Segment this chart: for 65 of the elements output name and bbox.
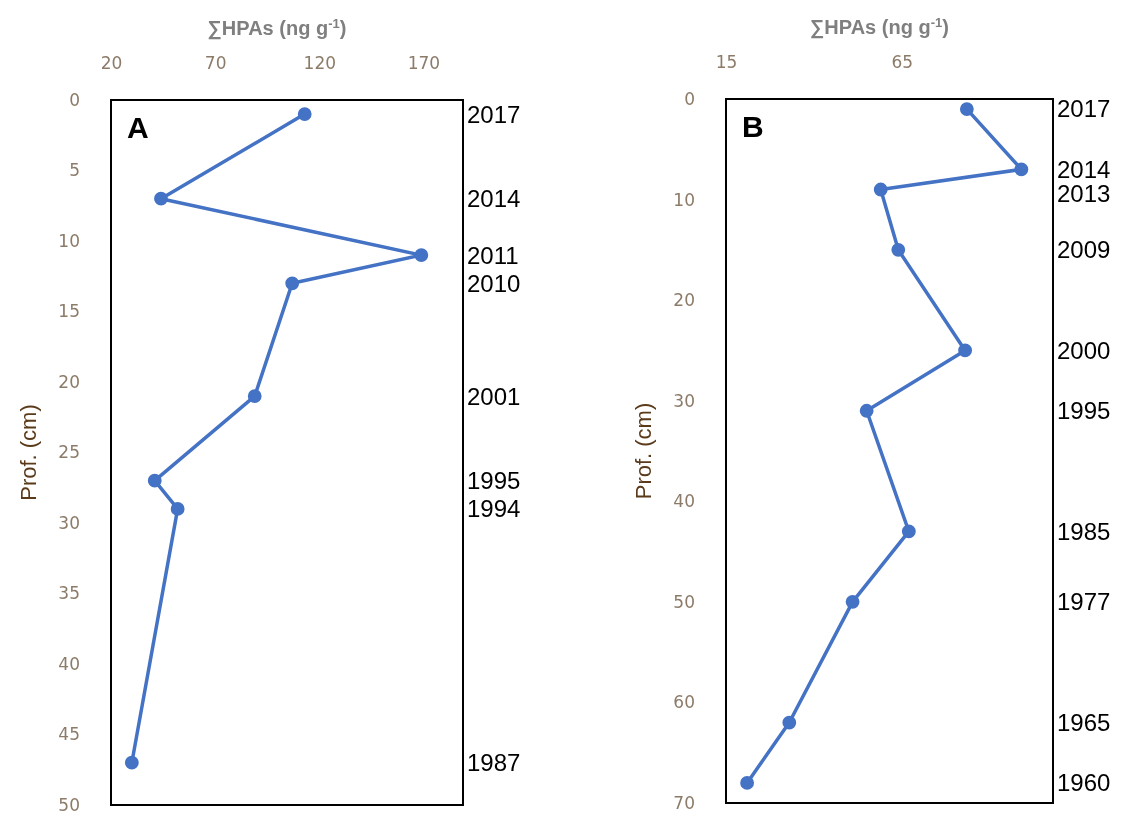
y-tick-label: 10: [58, 230, 80, 251]
y-tick-label: 70: [673, 792, 695, 813]
point: [147, 473, 162, 488]
y-tick-label: 40: [58, 653, 80, 674]
y-tick-label: 15: [58, 301, 80, 322]
text: 1965: [1057, 708, 1111, 736]
y-tick-label: 50: [58, 794, 80, 815]
text: 1985: [1057, 517, 1111, 545]
y-tick-label: 40: [673, 491, 695, 512]
y-tick-label: 20: [58, 371, 80, 392]
point: [170, 502, 185, 516]
point: [873, 182, 888, 197]
text: 1995: [1057, 397, 1111, 425]
point: [124, 755, 139, 770]
y-tick-label: 25: [58, 442, 80, 463]
text: 1994: [467, 495, 521, 523]
text: 2000: [1057, 336, 1111, 364]
text: 2014: [467, 185, 521, 213]
x-tick-label: 15: [715, 52, 738, 72]
text: 2001: [467, 382, 521, 410]
point: [740, 775, 755, 790]
text: 2017: [467, 100, 521, 128]
text: 1960: [1057, 769, 1111, 797]
point: [297, 107, 312, 121]
point: [247, 389, 262, 403]
text: 1977: [1057, 588, 1111, 616]
text: 1987: [467, 749, 521, 777]
point: [958, 343, 973, 358]
y-tick-label: 10: [673, 189, 695, 210]
x-tick-label: 20: [100, 53, 123, 73]
x-tick-label: 120: [303, 53, 337, 73]
y-tick-label: 5: [69, 160, 80, 181]
x-axis-title: ∑HPAs (ng g$^{-1}$): [810, 14, 949, 39]
chart-title: A: [127, 111, 149, 144]
y-tick-label: 45: [58, 724, 80, 745]
y-tick-label: 30: [58, 512, 80, 533]
y-tick-label: 35: [58, 583, 80, 604]
point: [154, 191, 168, 206]
text: 2010: [467, 269, 521, 297]
point: [1014, 162, 1029, 177]
y-tick-label: 0: [69, 89, 80, 110]
point: [782, 715, 797, 730]
y-tick-label: 30: [673, 390, 695, 411]
y-tick-label: 50: [673, 591, 695, 612]
point: [959, 102, 974, 116]
point: [891, 242, 906, 257]
chart-title: B: [742, 110, 764, 143]
point: [859, 403, 874, 418]
point: [901, 524, 916, 539]
y-tick-label: 60: [673, 692, 695, 713]
point: [285, 276, 300, 291]
point: [845, 594, 860, 609]
x-tick-label: 65: [891, 52, 914, 72]
x-tick-label: 70: [204, 53, 227, 73]
y-tick-label: 20: [673, 290, 695, 311]
text: 1995: [467, 467, 521, 495]
y-axis-title: Prof. (cm): [16, 404, 41, 501]
text: 2011: [467, 241, 519, 269]
x-axis-title: ∑HPAs (ng g$^{-1}$): [207, 15, 347, 40]
point: [414, 248, 429, 262]
text: 2017: [1057, 95, 1111, 123]
x-tick-label: 170: [407, 53, 441, 73]
text: 2009: [1057, 236, 1111, 264]
y-axis-title: Prof. (cm): [631, 402, 656, 500]
y-tick-label: 0: [684, 88, 695, 109]
